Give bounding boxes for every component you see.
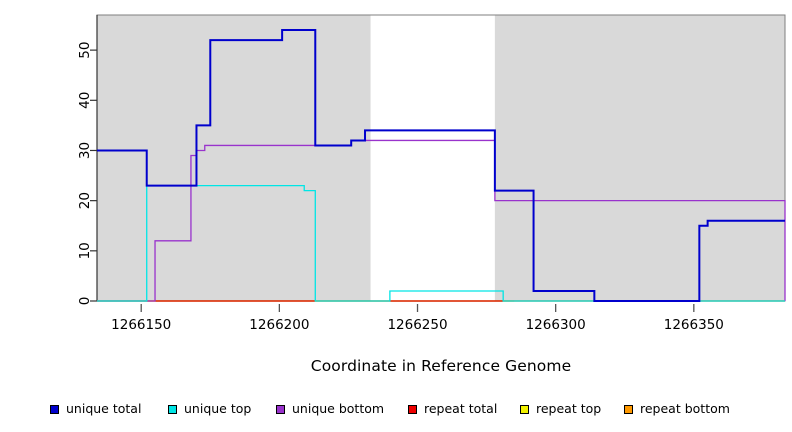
x-axis: 1266150 1266200 1266250 1266300 1266350	[111, 304, 724, 333]
legend-item-unique-top[interactable]: unique top	[168, 400, 276, 416]
legend-item-repeat-total[interactable]: repeat total	[408, 400, 520, 416]
y-tick-label: 40	[77, 92, 93, 109]
legend-label: repeat total	[424, 400, 498, 416]
y-axis: 0 10 20 30 40 50	[77, 15, 98, 306]
legend-label: repeat top	[536, 400, 602, 416]
data-series-group	[97, 29, 786, 302]
square-swatch-navy	[50, 404, 59, 414]
legend-label: repeat bottom	[640, 400, 730, 416]
legend-item-unique-total[interactable]: unique total	[50, 400, 168, 416]
shaded-region-group	[97, 15, 785, 301]
square-swatch-red	[408, 404, 417, 414]
legend-item-repeat-top[interactable]: repeat top	[520, 400, 624, 416]
square-swatch-yellow	[520, 404, 529, 414]
legend-item-repeat-bottom[interactable]: repeat bottom	[624, 400, 742, 416]
legend-item-unique-bottom[interactable]: unique bottom	[276, 400, 408, 416]
legend-label: unique bottom	[292, 400, 385, 416]
y-tick-label: 0	[77, 297, 93, 306]
y-tick-label: 20	[77, 192, 93, 209]
y-tick-label: 10	[77, 242, 93, 259]
x-tick-label: 1266300	[526, 317, 586, 333]
series-line-unique-bottom	[97, 139, 786, 302]
legend-label: unique total	[66, 400, 142, 416]
x-tick-label: 1266250	[387, 317, 447, 333]
square-swatch-cyan	[168, 404, 177, 414]
shaded-region	[494, 15, 785, 301]
series-line-unique-total	[97, 29, 785, 302]
x-tick-label: 1266200	[249, 317, 309, 333]
x-axis-title: Coordinate in Reference Genome	[310, 357, 572, 375]
y-tick-label: 50	[77, 42, 93, 59]
shaded-region	[97, 15, 371, 301]
square-swatch-purple	[276, 404, 285, 414]
x-tick-label: 1266350	[664, 317, 724, 333]
legend-label: unique top	[184, 400, 252, 416]
square-swatch-orange	[624, 404, 633, 414]
y-tick-label: 30	[77, 142, 93, 159]
chart-legend: unique total unique top unique bottom repea…	[0, 398, 792, 420]
x-tick-label: 1266150	[111, 317, 171, 333]
